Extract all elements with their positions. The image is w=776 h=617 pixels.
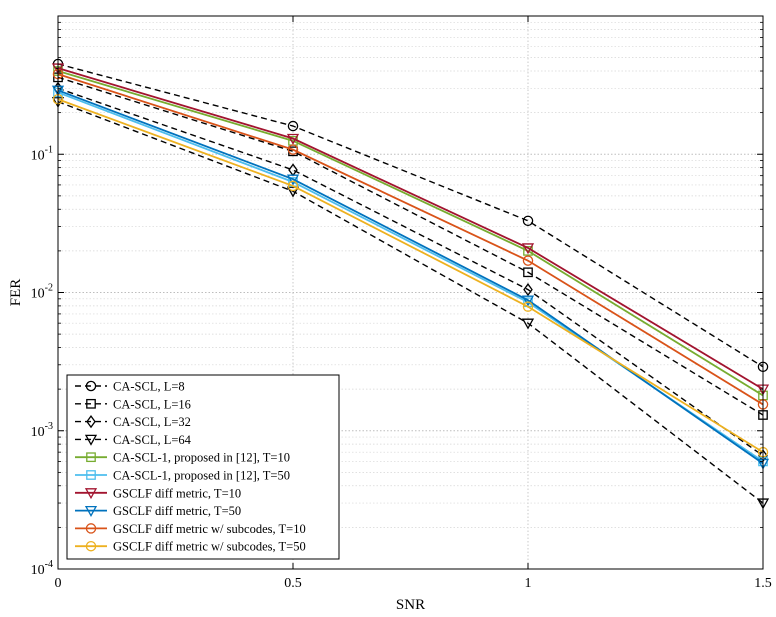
series-line: [57, 87, 764, 457]
series-line: [57, 101, 764, 504]
data-point: [522, 215, 534, 227]
legend-marker: [86, 398, 96, 409]
data-point: [522, 301, 534, 312]
data-point: [286, 186, 300, 198]
y-tick-label: 10-3: [31, 421, 53, 440]
data-point: [523, 267, 533, 278]
x-tick-label: 0: [55, 576, 62, 591]
legend-label: CA-SCL-1, proposed in [12], T=50: [113, 469, 290, 483]
series-line: [57, 89, 764, 465]
data-point: [521, 295, 535, 307]
y-tick-label: 10-4: [31, 559, 53, 578]
data-point: [287, 180, 299, 192]
data-point: [287, 144, 299, 155]
legend-marker: [85, 523, 97, 534]
series-line: [57, 67, 764, 390]
legend-label: CA-SCL, L=16: [113, 397, 191, 411]
legend-label: GSCLF diff metric w/ subcodes, T=10: [113, 522, 306, 536]
series-line: [57, 76, 764, 416]
x-tick-label: 0.5: [284, 576, 302, 591]
data-point: [523, 282, 533, 297]
series-line: [57, 63, 764, 368]
y-tick-label: 10-1: [31, 144, 53, 163]
data-point: [522, 255, 534, 266]
series-lines: [51, 58, 770, 510]
data-point: [286, 174, 300, 186]
legend-marker: [86, 452, 96, 463]
legend-marker: [86, 470, 96, 480]
legend-label: GSCLF diff metric, T=10: [113, 486, 241, 500]
legend-marker: [85, 380, 97, 392]
series-line: [57, 70, 764, 397]
data-point: [521, 318, 535, 330]
data-point: [287, 120, 299, 132]
legend-label: CA-SCL-1, proposed in [12], T=10: [113, 451, 290, 465]
legend-box: [66, 374, 340, 560]
series-line: [57, 98, 764, 453]
y-axis-label: FER: [8, 279, 24, 307]
legend-label: GSCLF diff metric w/ subcodes, T=50: [113, 540, 306, 554]
legend: CA-SCL, L=8 CA-SCL, L=16 CA-SCL, L=32 CA-SC…: [66, 374, 340, 560]
data-point: [286, 133, 300, 145]
legend-label: CA-SCL, L=32: [113, 415, 191, 429]
legend-marker: [85, 540, 97, 552]
legend-label: GSCLF diff metric, T=50: [113, 504, 241, 518]
legend-marker: [84, 434, 98, 446]
legend-marker: [84, 488, 98, 500]
legend-label: CA-SCL, L=8: [113, 380, 185, 394]
data-point: [521, 243, 535, 255]
legend-marker: [84, 505, 98, 517]
series-line: [57, 73, 764, 406]
x-axis-label: SNR: [396, 597, 425, 613]
legend-label: CA-SCL, L=64: [113, 433, 192, 447]
y-tick-label: 10-2: [31, 283, 53, 302]
x-tick-label: 1: [525, 576, 532, 591]
legend-marker: [86, 414, 96, 429]
x-tick-label: 1.5: [754, 576, 772, 591]
